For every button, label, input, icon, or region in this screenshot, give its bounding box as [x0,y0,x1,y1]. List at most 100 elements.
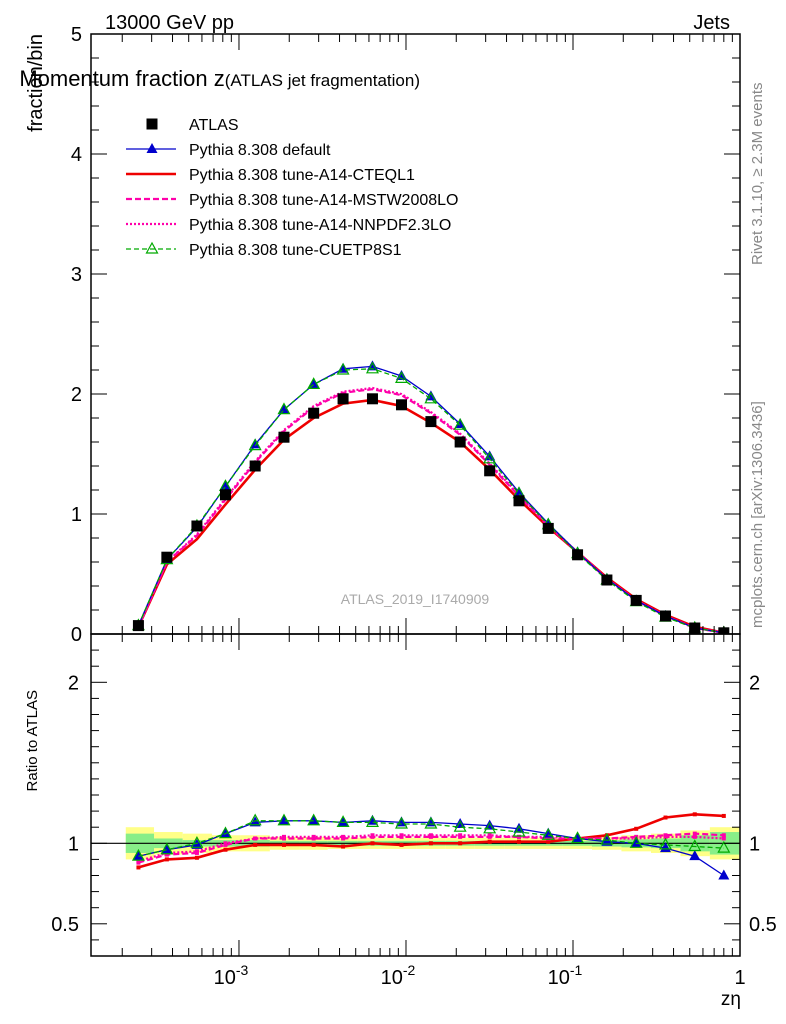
ratio-point-pythia-8-308-default [278,814,290,825]
ratio-point-pythia-8-308-tune-a14-nnpdf2-3lo [194,849,199,854]
ratio-point-pythia-8-308-tune-a14-nnpdf2-3lo [458,833,463,838]
y-tick-label: 3 [71,264,82,286]
legend-label-pythia-8-308-tune-a14-nnpdf2-3lo: Pythia 8.308 tune-A14-NNPDF2.3LO [189,217,451,234]
ratio-point-pythia-8-308-tune-a14-nnpdf2-3lo [721,836,726,841]
x-tick-exponent: -3 [236,962,249,978]
ratio-point-pythia-8-308-tune-a14-nnpdf2-3lo [311,834,316,839]
ratio-point-pythia-8-308-tune-a14-cteql1 [663,815,668,820]
legend-label-pythia-8-308-tune-a14-mstw2008lo: Pythia 8.308 tune-A14-MSTW2008LO [189,192,458,209]
ratio-point-pythia-8-308-default [132,850,144,861]
ratio-point-pythia-8-308-tune-a14-nnpdf2-3lo [136,859,141,864]
ratio-point-pythia-8-308-tune-cuetp8s1 [160,842,174,855]
legend-marker-pythia-8-308-tune-cuetp8s1 [145,241,159,254]
point-pythia-8-308-tune-cuetp8s1 [483,451,497,464]
x-tick-label: 10-3 [214,962,249,989]
ratio-tick-label-right: 2 [749,672,760,694]
ratio-point-pythia-8-308-tune-a14-cteql1 [546,839,551,844]
y-tick-label: 0 [71,624,82,646]
legend-label-pythia-8-308-default: Pythia 8.308 default [189,142,331,159]
ratio-point-pythia-8-308-tune-a14-nnpdf2-3lo [487,833,492,838]
ratio-point-pythia-8-308-tune-a14-cteql1 [370,841,375,846]
ratio-point-pythia-8-308-tune-a14-cteql1 [223,847,228,852]
ratio-axis-label: Ratio to ATLAS [24,690,41,791]
x-tick-exponent: -2 [403,962,416,978]
ratio-point-pythia-8-308-tune-cuetp8s1 [336,815,350,827]
ratio-point-pythia-8-308-tune-cuetp8s1 [218,826,232,839]
ratio-point-pythia-8-308-tune-a14-cteql1 [692,812,697,817]
ratio-point-pythia-8-308-tune-a14-nnpdf2-3lo [253,836,258,841]
ratio-point-pythia-8-308-tune-cuetp8s1 [277,813,291,826]
x-tick-label: 10-1 [548,962,583,989]
legend-marker-atlas [146,118,158,130]
point-pythia-8-308-tune-cuetp8s1 [248,438,262,451]
atlas-data-point [395,399,407,411]
ratio-line-pythia-8-308-tune-cuetp8s1 [138,820,724,857]
legend-label-pythia-8-308-tune-cuetp8s1: Pythia 8.308 tune-CUETP8S1 [189,242,402,259]
ratio-point-pythia-8-308-tune-a14-cteql1 [458,841,463,846]
ratio-point-pythia-8-308-tune-cuetp8s1 [248,813,262,826]
ratio-tick-label-left: 1 [68,833,79,855]
atlas-data-point [630,594,642,606]
ratio-point-pythia-8-308-default [308,814,320,825]
atlas-data-point [689,622,701,634]
axis-ticks: 10-3 10-2 10-1 1 0 1 2 3 4 5 0.5 0.5 1 1 2 2 [51,24,777,989]
ratio-point-pythia-8-308-tune-a14-nnpdf2-3lo [516,834,521,839]
ratio-point-pythia-8-308-tune-a14-nnpdf2-3lo [223,841,228,846]
ratio-point-pythia-8-308-default [572,832,584,843]
x-axis-label: zη [721,989,741,1010]
legend-marker-pythia-8-308-default [146,143,158,153]
ratio-point-pythia-8-308-tune-a14-nnpdf2-3lo [341,834,346,839]
mcplots-label: mcplots.cern.ch [arXiv:1306.3436] [749,401,766,628]
ratio-point-pythia-8-308-tune-cuetp8s1 [688,839,702,852]
ratio-point-pythia-8-308-tune-cuetp8s1 [629,836,643,848]
legend-label-pythia-8-308-tune-a14-cteql1: Pythia 8.308 tune-A14-CTEQL1 [189,167,415,184]
chart-title-sub: (ATLAS jet fragmentation) [225,71,420,90]
main-series-group [131,360,730,634]
y-tick-label: 1 [71,504,82,526]
point-pythia-8-308-tune-cuetp8s1 [277,402,291,415]
ratio-point-pythia-8-308-tune-a14-cteql1 [516,839,521,844]
ratio-point-pythia-8-308-tune-a14-nnpdf2-3lo [663,834,668,839]
ratio-point-pythia-8-308-default [630,837,642,848]
ratio-point-pythia-8-308-tune-cuetp8s1 [424,816,438,829]
atlas-data-point [191,520,203,532]
ratio-point-pythia-8-308-tune-a14-nnpdf2-3lo [281,834,286,839]
point-pythia-8-308-tune-cuetp8s1 [307,377,321,389]
ratio-point-pythia-8-308-tune-a14-cteql1 [253,842,258,847]
legend-label-atlas: ATLAS [189,117,239,134]
chart-title-main: Momentum fraction z [19,66,224,91]
atlas-data-point [249,460,261,472]
ratio-point-pythia-8-308-default [337,816,349,827]
y-tick-label: 2 [71,384,82,406]
point-pythia-8-308-tune-cuetp8s1 [365,361,379,374]
ratio-point-pythia-8-308-tune-cuetp8s1 [658,837,673,850]
ratio-point-pythia-8-308-tune-a14-cteql1 [281,842,286,847]
ratio-point-pythia-8-308-tune-a14-mstw2008lo [721,833,726,838]
ratio-tick-label-left: 2 [68,672,79,694]
ratio-point-pythia-8-308-tune-cuetp8s1 [483,821,497,834]
ratio-line-pythia-8-308-tune-a14-mstw2008lo [138,832,724,864]
ratio-point-pythia-8-308-tune-a14-nnpdf2-3lo [692,834,697,839]
ratio-point-pythia-8-308-tune-a14-cteql1 [428,841,433,846]
ratio-point-pythia-8-308-tune-a14-mstw2008lo [692,831,697,836]
series-line-pythia-8-308-tune-cuetp8s1 [137,368,724,634]
ratio-point-pythia-8-308-tune-cuetp8s1 [131,848,145,861]
ratio-point-pythia-8-308-default [219,827,231,838]
point-pythia-8-308-default [454,418,466,428]
point-pythia-8-308-tune-cuetp8s1 [424,391,438,404]
analysis-watermark: ATLAS_2019_I1740909 [341,591,490,607]
ratio-point-pythia-8-308-tune-a14-cteql1 [341,844,346,849]
ratio-point-pythia-8-308-tune-cuetp8s1 [365,815,379,827]
atlas-data-point [278,431,290,443]
x-tick-exponent: -1 [570,962,583,978]
atlas-data-point [219,489,231,501]
ratio-point-pythia-8-308-tune-a14-cteql1 [634,826,639,831]
point-pythia-8-308-default [513,486,525,497]
ratio-point-pythia-8-308-default [689,850,701,861]
atlas-data-point [601,574,613,586]
ratio-point-pythia-8-308-tune-a14-cteql1 [136,865,141,870]
y-tick-label: 5 [71,24,82,46]
ratio-point-pythia-8-308-tune-a14-cteql1 [399,842,404,847]
atlas-data-point [484,465,496,477]
atlas-data-point [308,407,320,419]
